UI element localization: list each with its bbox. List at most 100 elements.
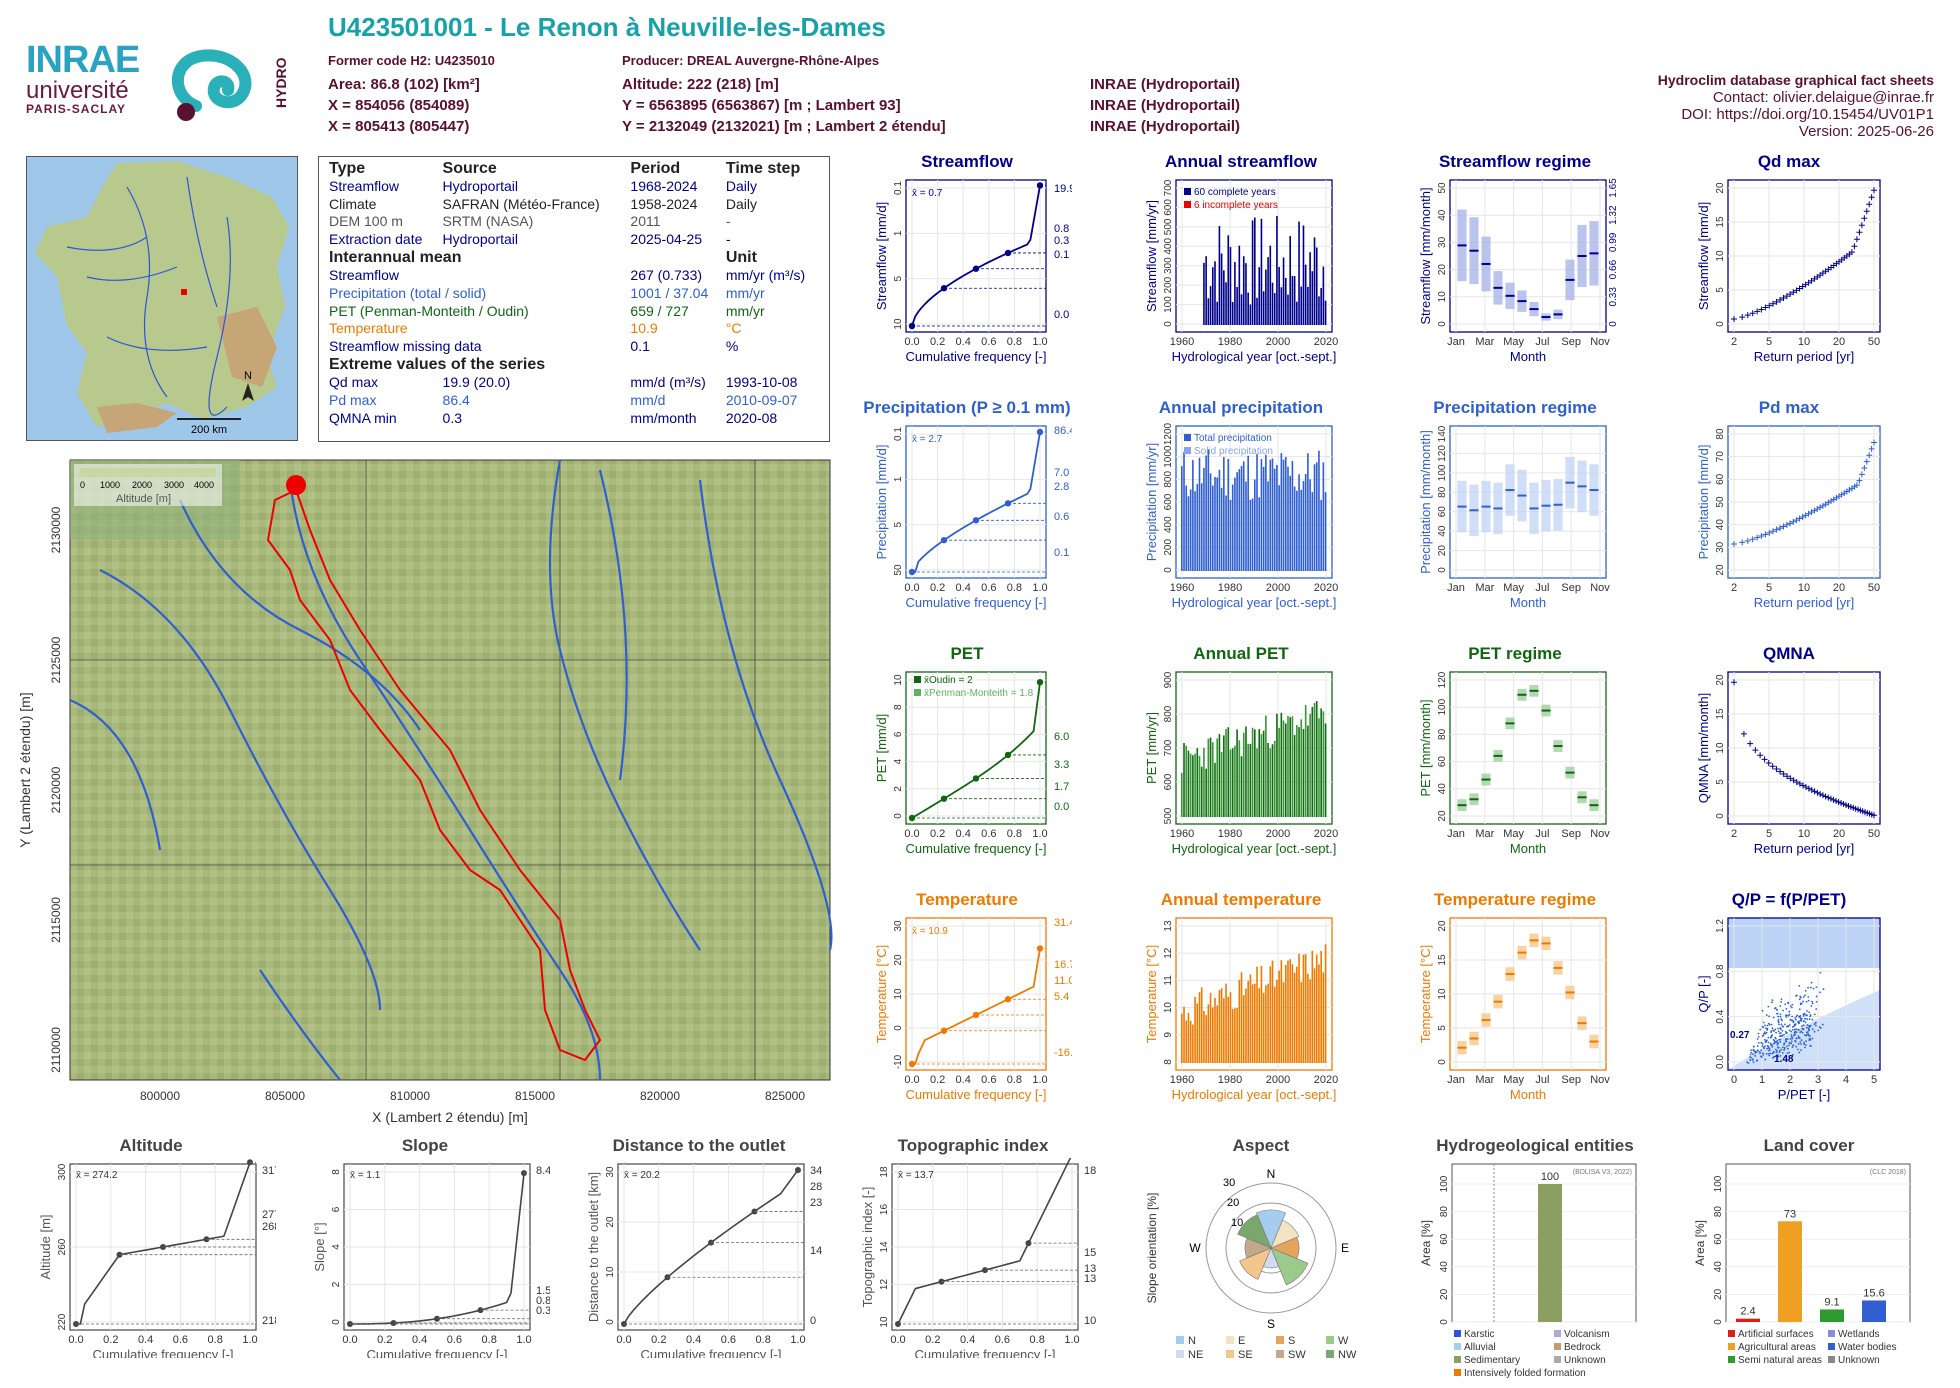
y-tick-label: 100	[1437, 464, 1448, 481]
return-period-point	[1731, 679, 1737, 686]
data-point	[1786, 1047, 1789, 1050]
data-point	[1772, 1029, 1775, 1032]
cell: Hydroportail	[442, 230, 519, 247]
x-lambert93: X = 854056 (854089)	[328, 97, 470, 114]
cell: Temperature	[329, 320, 408, 337]
data-point	[1790, 1040, 1793, 1043]
annual-bar	[1209, 286, 1212, 325]
annual-bar	[1187, 750, 1190, 817]
data-point	[1769, 1036, 1772, 1039]
chart-title: Precipitation regime	[1433, 398, 1597, 417]
y-tick-label: 80	[1715, 428, 1726, 440]
temp-fdc-chart: 0.0 0.2 0.4 0.6 0.8 1.0 -10 0 10 20 30 Cumulative f…	[874, 917, 1072, 1102]
data-point	[1768, 1015, 1771, 1018]
x-tick-label: 0.0	[616, 1334, 631, 1346]
data-point	[1761, 1052, 1764, 1055]
legend-label: x̄Oudin = 2	[924, 675, 973, 686]
annual-bar	[1231, 748, 1234, 817]
bar-value-label: 73	[1784, 1208, 1796, 1220]
data-point	[1752, 1053, 1754, 1055]
y-axis-label: Streamflow [mm/d]	[874, 202, 889, 310]
legend-label: N	[1188, 1335, 1196, 1347]
slope-chart: 0.0 0.2 0.4 0.6 0.8 1.0 0 2 4 6 8 Cumulative freque…	[312, 1163, 550, 1358]
annual-bar	[1265, 269, 1267, 325]
col-period: Period	[630, 160, 681, 177]
annual-bar	[1280, 960, 1283, 1063]
map-xlabel: X (Lambert 2 étendu) [m]	[372, 1109, 528, 1125]
y-tick-label: 40	[1437, 525, 1448, 537]
x-tick-label: 0.8	[1007, 582, 1022, 594]
annual-bar	[1278, 267, 1280, 325]
cell: 1001 / 37.04	[630, 284, 709, 301]
legend-swatch	[914, 689, 921, 696]
data-point	[1774, 1028, 1777, 1031]
annual-bar	[1254, 729, 1256, 817]
y-axis-label: Precipitation [mm/d]	[874, 445, 889, 560]
annual-bar	[1282, 459, 1285, 571]
legend-tick: 1000	[100, 480, 120, 490]
right-tick-label: 0.1	[1054, 249, 1069, 261]
y-tick-label: 120	[1437, 445, 1448, 462]
y-tick-label: 5	[1715, 287, 1726, 293]
x-tick-label: 2	[1731, 336, 1737, 348]
x-tick-label: 0.6	[981, 828, 996, 840]
data-point	[1815, 1021, 1817, 1024]
col-type: Type	[329, 160, 366, 177]
annual-bar	[1227, 727, 1230, 817]
annual-bar	[1298, 474, 1300, 571]
data-point	[1795, 1028, 1798, 1031]
cell: SAFRAN (Météo-France)	[442, 195, 600, 212]
data-point	[1783, 1047, 1786, 1050]
data-point	[1806, 1018, 1808, 1021]
annual-bar	[1293, 276, 1296, 325]
cell: -	[725, 230, 731, 247]
annual-bar	[1245, 263, 1247, 325]
aspect-sector	[1256, 1209, 1286, 1249]
annual-bar	[1304, 705, 1307, 817]
right-tick-label: 268	[262, 1221, 276, 1233]
y-tick-label: 0	[1437, 1059, 1448, 1065]
data-point	[1807, 1033, 1810, 1036]
data-point	[1807, 996, 1810, 998]
cell: Extraction date	[329, 230, 423, 247]
legend-swatch	[1454, 1330, 1461, 1337]
return-period-point	[1856, 477, 1863, 484]
data-point	[1757, 1041, 1760, 1044]
x-tick-label: 20	[1833, 582, 1845, 594]
data-point	[1787, 1014, 1790, 1017]
data-point	[1759, 1028, 1762, 1031]
data-point	[1803, 1043, 1805, 1045]
x-tick-label: 2	[1787, 1074, 1793, 1086]
annual-bar	[1231, 484, 1234, 571]
landcover-chart: 0 20 40 60 80 100 Area [%] (CLC 2018) 2.4 73 9.1 15…	[1693, 1163, 1911, 1366]
annual-bar	[1313, 702, 1316, 817]
streamflow-fdc-chart: 0.0 0.2 0.4 0.6 0.8 1.0 10 5 1 0.1 Cumulative freq…	[874, 179, 1072, 364]
data-point	[1763, 1045, 1766, 1047]
annual-bar	[1313, 464, 1316, 571]
data-point	[1768, 1054, 1771, 1057]
annual-bar	[1260, 218, 1263, 325]
return-period-point	[1827, 795, 1834, 802]
legend-label: SE	[1238, 1349, 1253, 1361]
data-point	[1761, 1045, 1764, 1048]
annual-bar	[1287, 294, 1289, 325]
data-point	[1792, 1025, 1795, 1028]
y-tick-label: 6	[331, 1206, 342, 1212]
x-tick-label: 1.0	[1032, 1074, 1047, 1086]
y-tick-label: 500	[1163, 807, 1174, 824]
doi-link[interactable]: DOI: https://doi.org/10.15454/UV01P1	[1681, 106, 1934, 123]
data-point	[1780, 1001, 1783, 1003]
return-period-point	[1853, 482, 1860, 489]
data-point	[1810, 981, 1813, 984]
x-tick-label: May	[1503, 828, 1524, 840]
cell: Streamflow missing data	[329, 337, 482, 354]
y-tick-label: 60	[1439, 1233, 1450, 1245]
bar-value-label: 2.4	[1740, 1306, 1755, 1318]
annual-bar	[1229, 749, 1232, 817]
return-period-point	[1868, 445, 1875, 452]
mean-label: x̄ = 13.7	[898, 1170, 934, 1181]
x-tick-label: Sep	[1561, 1074, 1581, 1086]
data-point	[1802, 1024, 1805, 1027]
y-tick: 2120000	[49, 766, 63, 813]
data-point	[1806, 1010, 1808, 1012]
